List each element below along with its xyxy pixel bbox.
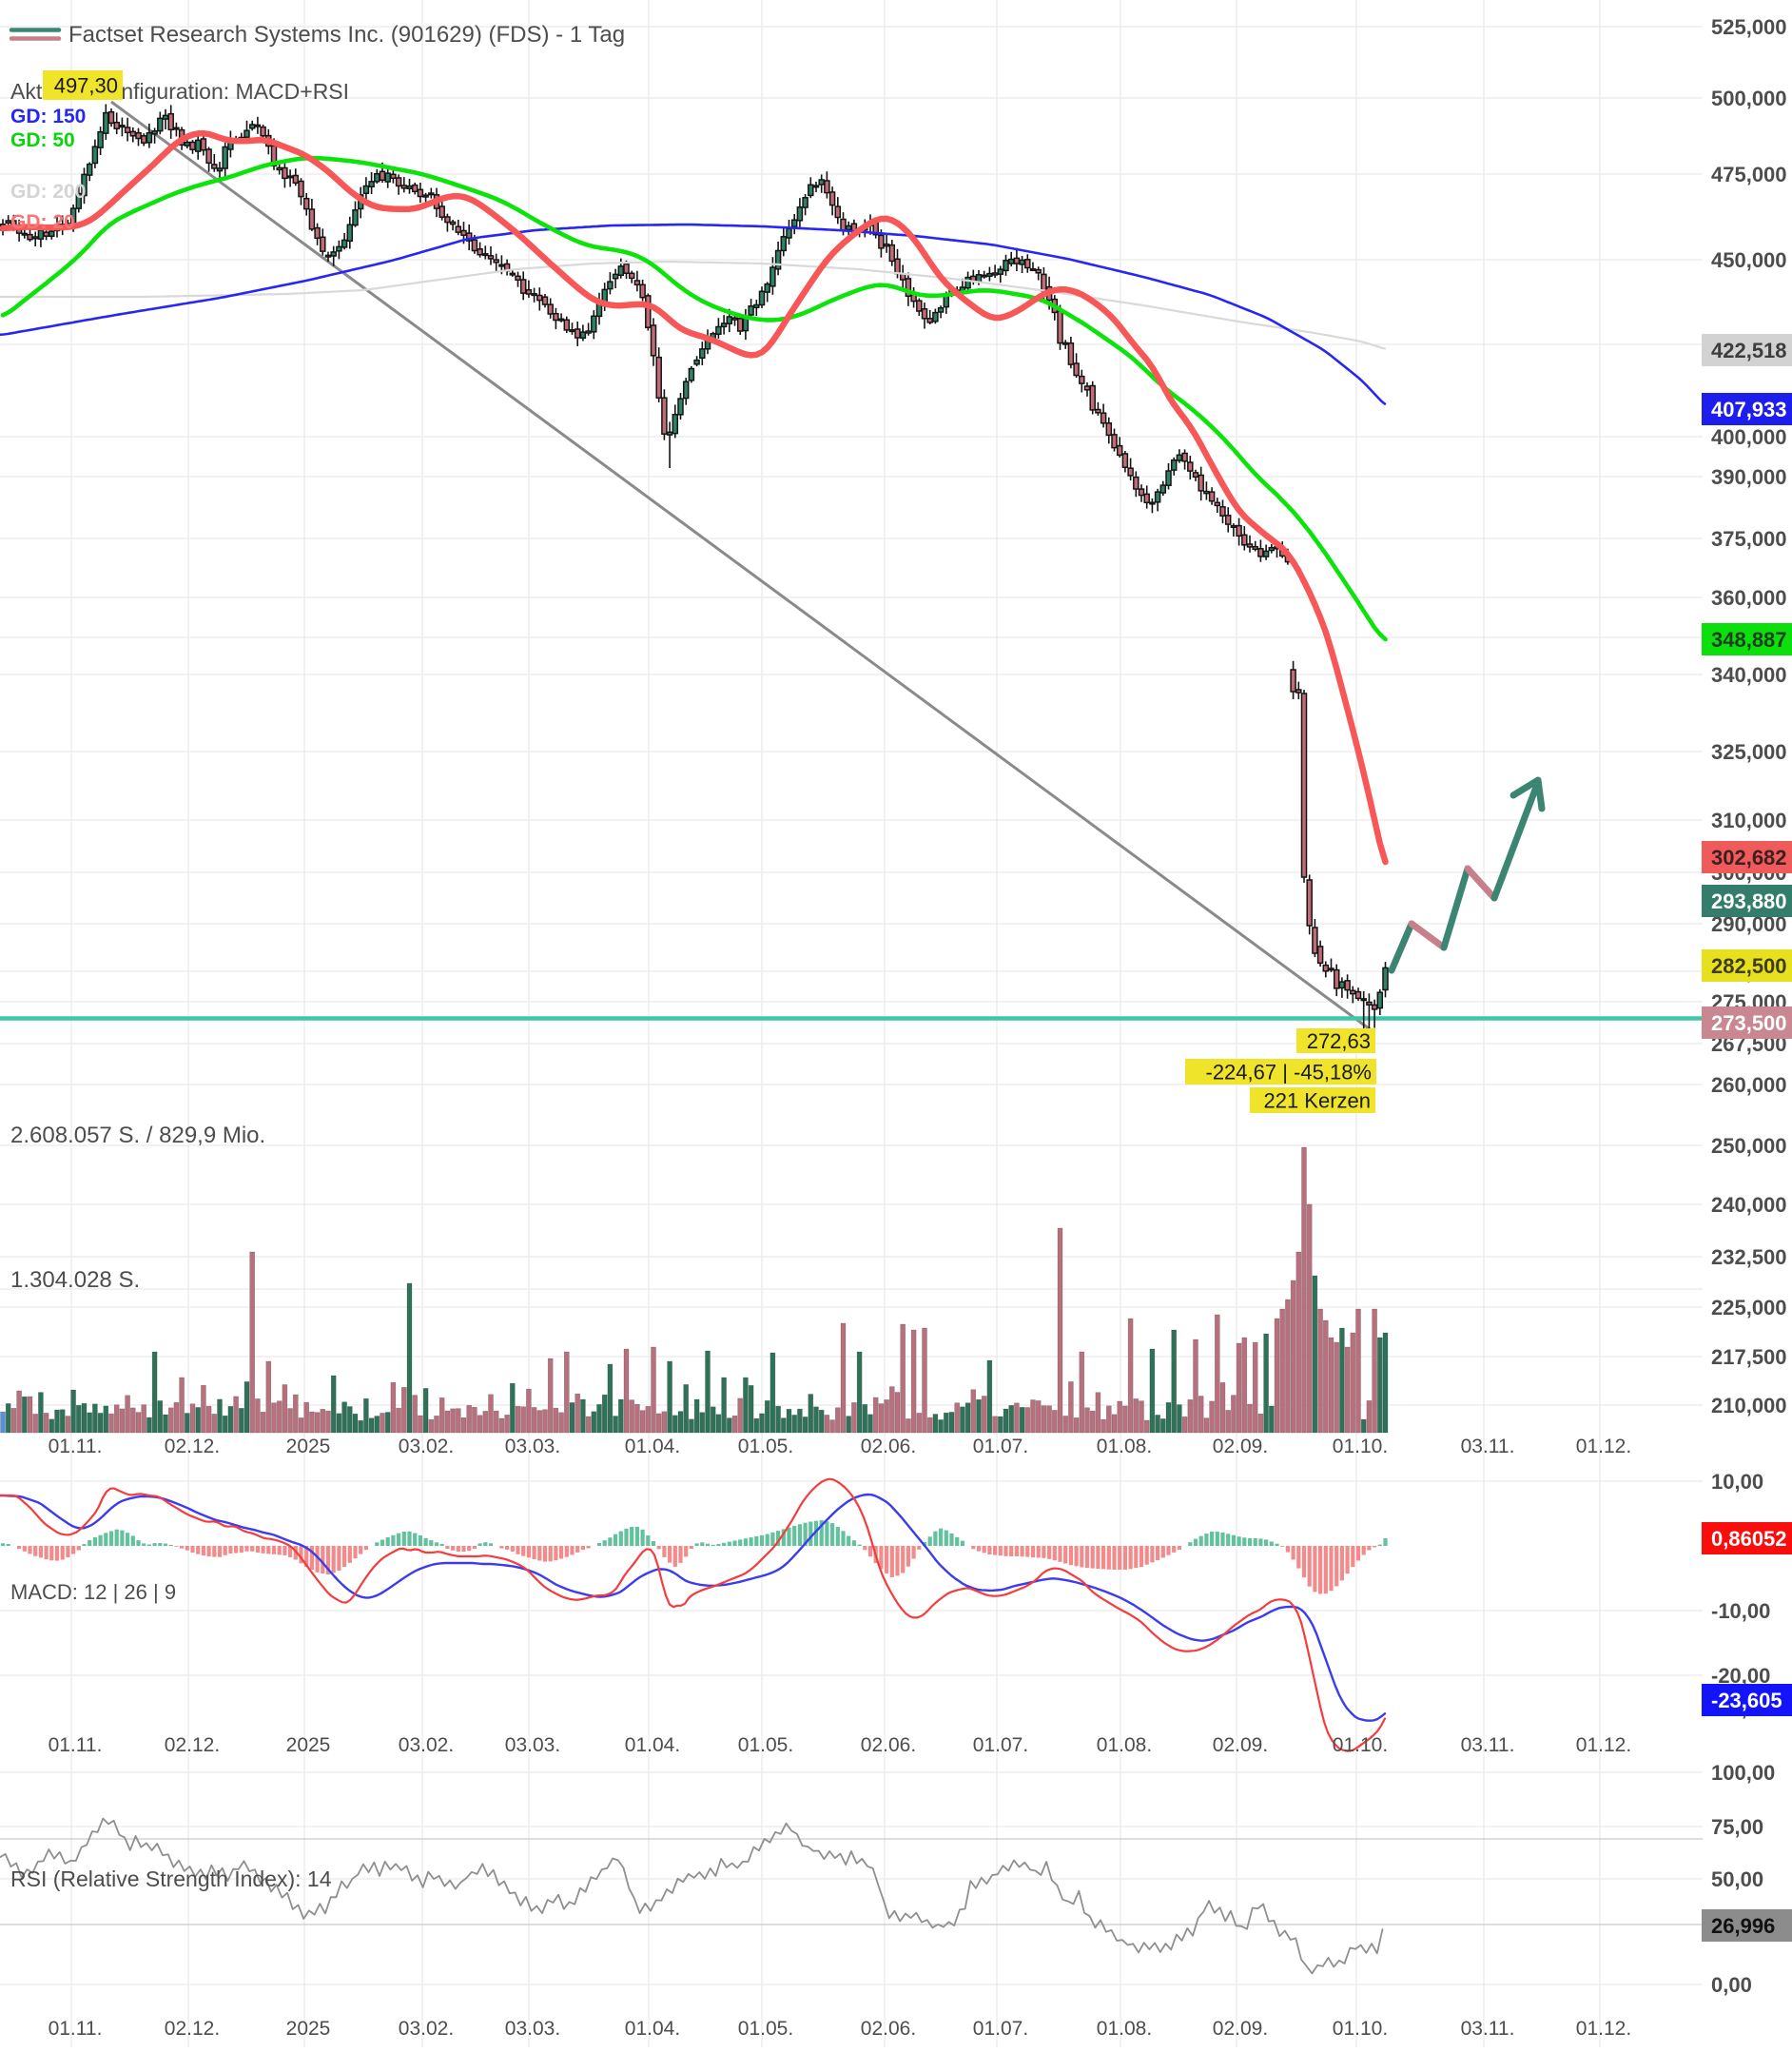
svg-text:217,500: 217,500	[1711, 1345, 1787, 1369]
svg-text:221 Kerzen: 221 Kerzen	[1263, 1088, 1371, 1112]
svg-text:01.05.: 01.05.	[738, 1734, 793, 1756]
svg-text:360,000: 360,000	[1711, 586, 1787, 610]
svg-text:250,000: 250,000	[1711, 1134, 1787, 1158]
svg-text:01.05.: 01.05.	[738, 1436, 793, 1457]
svg-text:RSI (Relative Strength Index):: RSI (Relative Strength Index): 14	[10, 1866, 332, 1891]
svg-text:-23,605: -23,605	[1711, 1689, 1782, 1712]
svg-text:1.304.028 S.: 1.304.028 S.	[10, 1267, 140, 1293]
svg-text:02.09.: 02.09.	[1213, 2018, 1268, 2040]
svg-text:02.06.: 02.06.	[861, 2018, 916, 2040]
svg-text:450,000: 450,000	[1711, 248, 1787, 272]
svg-text:2025: 2025	[286, 1436, 331, 1457]
svg-text:03.02.: 03.02.	[399, 1436, 454, 1457]
svg-text:03.02.: 03.02.	[399, 2018, 454, 2040]
svg-text:10,00: 10,00	[1711, 1470, 1763, 1494]
svg-text:03.11.: 03.11.	[1461, 1734, 1515, 1756]
svg-text:01.11.: 01.11.	[49, 1436, 103, 1457]
svg-text:01.08.: 01.08.	[1097, 2018, 1152, 2040]
svg-text:293,880: 293,880	[1711, 889, 1787, 913]
svg-text:525,000: 525,000	[1711, 15, 1787, 39]
svg-text:03.11.: 03.11.	[1461, 2018, 1515, 2040]
svg-text:302,682: 302,682	[1711, 846, 1787, 870]
svg-text:348,887: 348,887	[1711, 628, 1787, 652]
svg-text:325,000: 325,000	[1711, 740, 1787, 764]
svg-text:2025: 2025	[286, 1734, 331, 1756]
svg-text:210,000: 210,000	[1711, 1394, 1787, 1417]
svg-text:-224,67 | -45,18%: -224,67 | -45,18%	[1206, 1060, 1373, 1084]
svg-text:01.12.: 01.12.	[1576, 1436, 1631, 1457]
svg-text:240,000: 240,000	[1711, 1193, 1787, 1217]
svg-text:02.12.: 02.12.	[165, 1734, 220, 1756]
svg-text:02.06.: 02.06.	[861, 1436, 916, 1457]
svg-text:375,000: 375,000	[1711, 527, 1787, 551]
svg-text:01.08.: 01.08.	[1097, 1436, 1152, 1457]
svg-text:01.04.: 01.04.	[625, 1734, 680, 1756]
svg-text:26,996: 26,996	[1711, 1914, 1775, 1938]
svg-text:03.03.: 03.03.	[505, 2018, 560, 2040]
svg-text:02.09.: 02.09.	[1213, 1436, 1268, 1457]
svg-text:02.09.: 02.09.	[1213, 1734, 1268, 1756]
svg-text:03.03.: 03.03.	[505, 1436, 560, 1457]
svg-text:02.12.: 02.12.	[165, 1436, 220, 1457]
svg-text:400,000: 400,000	[1711, 425, 1787, 449]
svg-text:03.03.: 03.03.	[505, 1734, 560, 1756]
svg-text:01.07.: 01.07.	[973, 1734, 1028, 1756]
svg-text:-20,00: -20,00	[1711, 1664, 1770, 1688]
svg-text:500,000: 500,000	[1711, 87, 1787, 110]
svg-text:100,00: 100,00	[1711, 1761, 1775, 1785]
svg-text:340,000: 340,000	[1711, 663, 1787, 687]
svg-text:475,000: 475,000	[1711, 163, 1787, 186]
svg-text:75,00: 75,00	[1711, 1815, 1763, 1839]
svg-text:01.12.: 01.12.	[1576, 2018, 1631, 2040]
svg-text:02.12.: 02.12.	[165, 2018, 220, 2040]
svg-text:2025: 2025	[286, 2018, 331, 2040]
svg-text:01.11.: 01.11.	[49, 2018, 103, 2040]
svg-text:-10,00: -10,00	[1711, 1599, 1770, 1623]
svg-text:01.10.: 01.10.	[1333, 2018, 1388, 2040]
svg-text:GD: 200: GD: 200	[10, 181, 86, 203]
svg-text:01.08.: 01.08.	[1097, 1734, 1152, 1756]
svg-text:282,500: 282,500	[1711, 954, 1787, 978]
svg-text:02.06.: 02.06.	[861, 1734, 916, 1756]
svg-text:01.04.: 01.04.	[625, 1436, 680, 1457]
svg-text:01.05.: 01.05.	[738, 2018, 793, 2040]
svg-text:01.12.: 01.12.	[1576, 1734, 1631, 1756]
svg-text:272,63: 272,63	[1307, 1029, 1371, 1053]
svg-text:390,000: 390,000	[1711, 465, 1787, 489]
svg-text:01.11.: 01.11.	[49, 1734, 103, 1756]
svg-text:225,000: 225,000	[1711, 1296, 1787, 1319]
svg-text:422,518: 422,518	[1711, 339, 1787, 362]
svg-text:273,500: 273,500	[1711, 1011, 1787, 1035]
svg-text:GD: 20: GD: 20	[10, 211, 75, 233]
svg-text:232,500: 232,500	[1711, 1245, 1787, 1269]
svg-text:01.07.: 01.07.	[973, 2018, 1028, 2040]
svg-text:0,00: 0,00	[1711, 1973, 1752, 1997]
svg-text:01.10.: 01.10.	[1333, 1734, 1388, 1756]
svg-text:407,933: 407,933	[1711, 398, 1787, 421]
svg-text:2.608.057 S. / 829,9 Mio.: 2.608.057 S. / 829,9 Mio.	[10, 1123, 265, 1148]
svg-text:01.04.: 01.04.	[625, 2018, 680, 2040]
svg-text:GD: 50: GD: 50	[10, 129, 75, 151]
svg-text:03.02.: 03.02.	[399, 1734, 454, 1756]
svg-text:01.10.: 01.10.	[1333, 1436, 1388, 1457]
svg-text:03.11.: 03.11.	[1461, 1436, 1515, 1457]
svg-text:MACD: 12 | 26 | 9: MACD: 12 | 26 | 9	[10, 1580, 176, 1604]
svg-text:0,86052: 0,86052	[1711, 1527, 1787, 1551]
svg-text:310,000: 310,000	[1711, 809, 1787, 832]
svg-text:GD: 150: GD: 150	[10, 106, 86, 127]
svg-text:50,00: 50,00	[1711, 1867, 1763, 1891]
svg-text:Factset Research Systems Inc.: Factset Research Systems Inc. (901629) (…	[68, 22, 625, 48]
svg-text:01.07.: 01.07.	[973, 1436, 1028, 1457]
svg-text:497,30: 497,30	[54, 73, 118, 97]
svg-text:260,000: 260,000	[1711, 1073, 1787, 1097]
